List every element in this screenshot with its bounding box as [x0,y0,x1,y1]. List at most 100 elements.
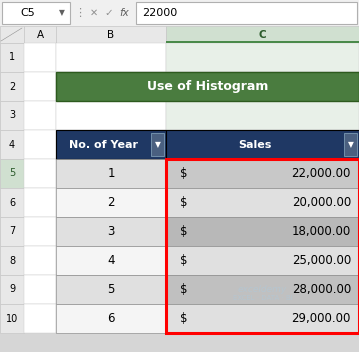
Text: 8: 8 [9,256,15,265]
Text: 28,000.00: 28,000.00 [292,283,351,296]
Bar [56,101,166,130]
Bar [56,159,166,188]
Text: 4: 4 [107,254,115,267]
Bar [56,159,166,188]
Bar [166,217,359,246]
Bar [166,159,359,333]
Bar [56,217,166,246]
Text: 20,000.00: 20,000.00 [292,196,351,209]
Bar [56,275,166,304]
Text: $: $ [180,312,188,325]
Bar [0,217,24,246]
Bar [24,43,56,72]
Text: 7: 7 [9,226,15,237]
Text: $: $ [180,225,188,238]
Bar [166,130,359,159]
Text: 29,000.00: 29,000.00 [292,312,351,325]
Text: C5: C5 [20,8,35,18]
Text: 18,000.00: 18,000.00 [292,225,351,238]
Bar [24,188,56,217]
Text: $: $ [180,196,188,209]
Bar [24,275,56,304]
Bar [166,246,359,275]
Text: ▼: ▼ [348,140,354,149]
Bar [0,72,24,101]
Text: 6: 6 [9,197,15,207]
Bar [56,26,166,43]
Text: ✓: ✓ [104,8,113,18]
Text: C: C [259,30,266,39]
Bar [166,159,359,188]
Text: fx: fx [119,8,129,18]
Text: 9: 9 [9,284,15,295]
Bar [0,159,24,188]
Bar [166,159,359,188]
Bar [56,72,166,101]
Text: 2: 2 [107,196,115,209]
Text: ▼: ▼ [155,140,160,149]
Bar [166,246,359,275]
Bar [0,43,24,72]
Text: Use of Histogram: Use of Histogram [147,80,268,93]
Text: A: A [36,30,43,39]
Bar [24,101,56,130]
Bar [166,130,359,159]
Bar [56,130,166,159]
Text: ▼: ▼ [59,8,65,18]
Text: Sales: Sales [238,139,272,150]
Bar [166,275,359,304]
Text: ⋮: ⋮ [74,8,85,18]
Bar [56,188,166,217]
Bar [24,304,56,333]
Bar [151,133,164,156]
Bar [56,304,166,333]
Bar [2,2,70,24]
Bar [0,26,24,43]
Text: $: $ [180,167,188,180]
Bar [0,275,24,304]
Text: 5: 5 [107,283,115,296]
Bar [344,133,357,156]
Text: 1: 1 [107,167,115,180]
Bar [0,0,359,26]
Bar [166,188,359,217]
Bar [24,159,56,188]
Text: No. of Year: No. of Year [69,139,138,150]
Bar [166,72,359,101]
Text: 3: 3 [107,225,115,238]
Text: 2: 2 [9,82,15,92]
Bar [166,188,359,217]
Bar [56,217,166,246]
Bar [24,72,56,101]
Bar [56,72,359,101]
Bar [0,304,24,333]
Bar [56,275,166,304]
Text: 5: 5 [9,169,15,178]
Bar [166,43,359,72]
Bar [0,246,24,275]
Bar [24,217,56,246]
Bar [166,304,359,333]
Bar [166,275,359,304]
Text: 4: 4 [9,139,15,150]
Bar [56,130,166,159]
Bar [56,188,166,217]
Bar [0,130,24,159]
Bar [24,130,56,159]
Bar [56,43,166,72]
Bar [56,246,166,275]
Text: EXCEL · DATA · BI: EXCEL · DATA · BI [233,295,292,302]
Text: $: $ [180,283,188,296]
Text: 1: 1 [9,52,15,63]
Bar [24,26,56,43]
Text: ✕: ✕ [90,8,98,18]
Bar [166,26,359,43]
Text: 6: 6 [107,312,115,325]
Text: $: $ [180,254,188,267]
Text: 10: 10 [6,314,18,323]
Text: B: B [107,30,115,39]
Text: 3: 3 [9,111,15,120]
Bar [166,101,359,130]
Text: 22,000.00: 22,000.00 [292,167,351,180]
Bar [56,304,166,333]
